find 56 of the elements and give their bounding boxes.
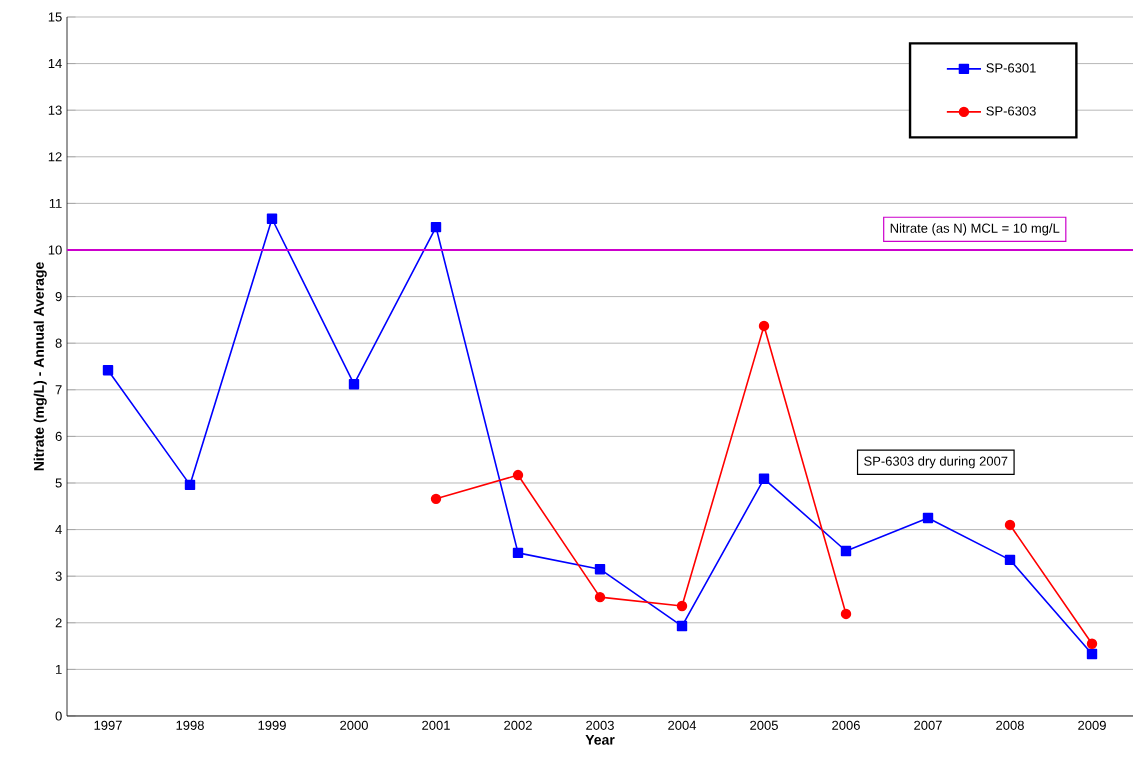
point [840, 608, 852, 620]
y-tick-label: 15 [48, 12, 62, 22]
x-tick-label: 1998 [176, 720, 204, 730]
y-tick-label: 12 [48, 152, 62, 162]
point [512, 547, 524, 559]
x-tick-label: 1997 [94, 720, 122, 730]
y-tick-label: 5 [55, 478, 62, 488]
point [512, 469, 524, 481]
y-tick-label: 8 [55, 338, 62, 348]
y-tick-label: 13 [48, 105, 62, 115]
y-tick-label: 11 [49, 198, 62, 208]
ref-line-label: Nitrate (as N) MCL = 10 mg/L [890, 223, 1060, 236]
x-tick-label: 2005 [750, 720, 778, 730]
point [1086, 638, 1098, 649]
annotation: SP-6303 dry during 2007 [864, 456, 1008, 469]
y-tick-label: 3 [55, 571, 62, 581]
y-tick-label: 6 [55, 431, 62, 441]
point [922, 512, 934, 524]
point [102, 365, 114, 376]
x-tick-label: 1999 [258, 720, 286, 730]
x-tick-label: 2009 [1078, 720, 1106, 730]
legend-label: SP-6303 [986, 106, 1036, 116]
y-tick-label: 7 [55, 385, 62, 395]
x-tick-label: 2001 [422, 720, 450, 730]
point [348, 378, 360, 390]
y-tick-label: 2 [55, 618, 62, 628]
y-tick-label: 9 [55, 292, 62, 302]
point [266, 213, 278, 224]
point [594, 591, 606, 603]
x-tick-label: 2006 [832, 720, 860, 730]
point [1086, 648, 1098, 660]
x-axis-title: Year [585, 734, 615, 745]
point [430, 221, 442, 233]
y-tick-label: 4 [55, 525, 62, 535]
y-tick-label: 0 [55, 711, 62, 721]
point [184, 479, 196, 491]
y-tick-label: 10 [48, 245, 62, 255]
x-tick-label: 2004 [668, 720, 697, 730]
legend-label: SP-6301 [986, 63, 1036, 73]
y-tick-label: 14 [48, 59, 62, 69]
x-tick-label: 2002 [504, 720, 532, 730]
point [1004, 554, 1016, 566]
point [758, 473, 770, 484]
point [430, 493, 442, 505]
x-tick-label: 2003 [586, 720, 614, 730]
point [758, 320, 770, 332]
x-tick-label: 2000 [340, 720, 368, 730]
point [840, 545, 852, 557]
x-tick-label: 2007 [914, 720, 942, 730]
y-tick-label: 1 [56, 664, 62, 674]
point [676, 600, 688, 612]
point [676, 620, 688, 632]
y-axis-title: Nitrate (mg/L) - Annual Average [33, 262, 47, 471]
point [1004, 519, 1016, 531]
x-tick-label: 2008 [996, 720, 1024, 730]
point [594, 563, 606, 575]
